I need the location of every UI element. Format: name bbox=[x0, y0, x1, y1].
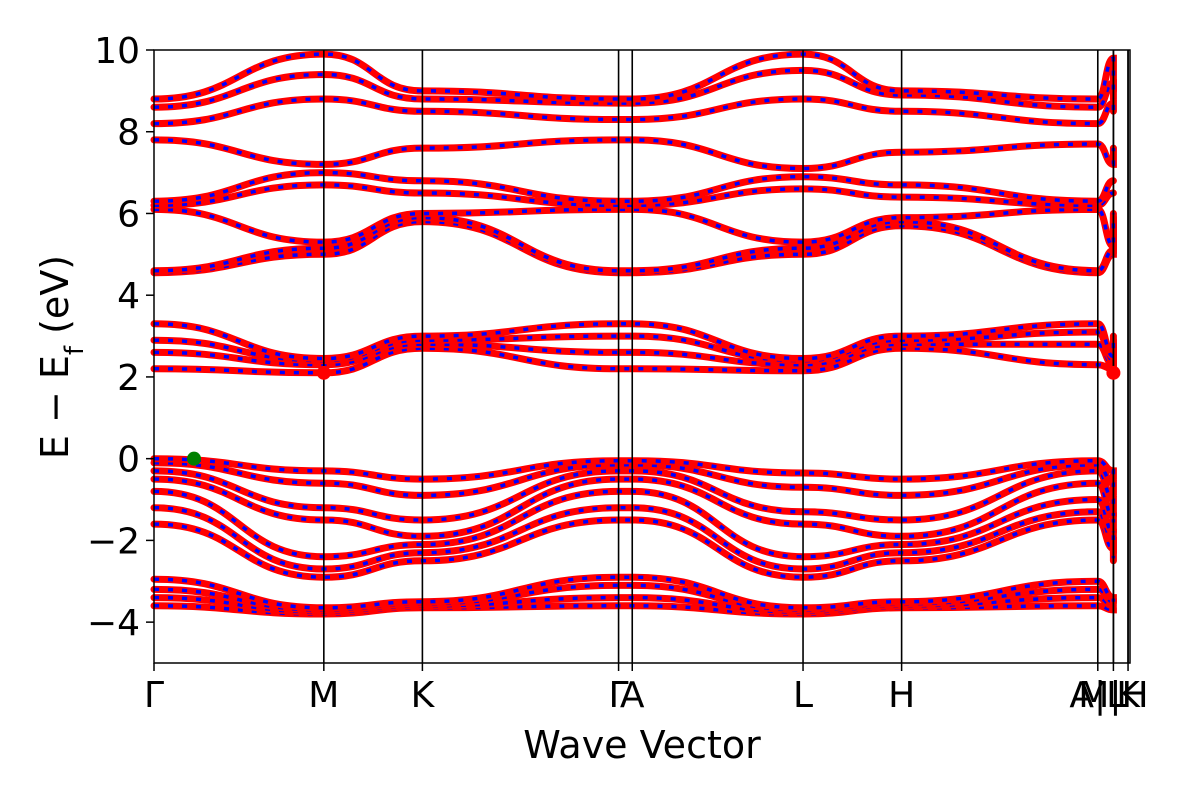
y-axis-label-tail: (eV) bbox=[33, 255, 77, 346]
x-tick-label: K bbox=[411, 675, 436, 716]
x-tick-label: Γ bbox=[609, 675, 629, 716]
plot-frame bbox=[153, 49, 1131, 664]
x-tick-label: M bbox=[308, 675, 339, 716]
x-tick-label: L bbox=[793, 675, 813, 716]
y-tick-label: 2 bbox=[117, 358, 140, 399]
x-ticks: Γ M K ΓA L H A|LM|HK bbox=[144, 663, 1149, 716]
extrema-layer bbox=[187, 365, 1121, 466]
x-axis-label: Wave Vector bbox=[523, 723, 761, 767]
band-line-projection-1 bbox=[153, 604, 1116, 616]
x-tick-label: A bbox=[620, 675, 645, 716]
y-tick-label: −2 bbox=[87, 521, 140, 562]
y-tick-label: 4 bbox=[117, 276, 140, 317]
y-axis-label-lead: E − E bbox=[33, 355, 77, 459]
band-line-projection-24 bbox=[153, 52, 1116, 101]
kpoint-lines bbox=[323, 50, 1129, 663]
band-line-projection-5 bbox=[153, 518, 1116, 579]
x-tick-label: H bbox=[888, 675, 915, 716]
x-tick-label: Γ bbox=[144, 675, 164, 716]
band-line-projection-11 bbox=[153, 456, 1116, 481]
x-tick-label: A|L bbox=[1069, 675, 1126, 716]
band-line-projection-9 bbox=[153, 469, 1116, 522]
y-axis-label-subscript: f bbox=[60, 345, 90, 355]
y-tick-label: 6 bbox=[117, 194, 140, 235]
y-tick-label: 10 bbox=[94, 31, 140, 72]
x-tick-label: M|H bbox=[1078, 675, 1148, 716]
band-line-projection-20 bbox=[153, 170, 1114, 203]
x-tick-label: K bbox=[1116, 675, 1141, 716]
vbm-marker bbox=[187, 451, 202, 466]
y-tick-label: 0 bbox=[117, 440, 140, 481]
y-ticks: −4 −2 0 2 4 6 8 10 bbox=[87, 31, 154, 644]
y-axis-label: E − Ef (eV) bbox=[33, 255, 90, 459]
y-tick-label: −4 bbox=[87, 603, 140, 644]
band-line-projection-6 bbox=[153, 505, 1116, 571]
cbm-marker-2 bbox=[1106, 365, 1121, 380]
y-tick-label: 8 bbox=[117, 113, 140, 154]
band-line-projection-7 bbox=[153, 489, 1116, 559]
cbm-marker-1 bbox=[316, 365, 331, 380]
